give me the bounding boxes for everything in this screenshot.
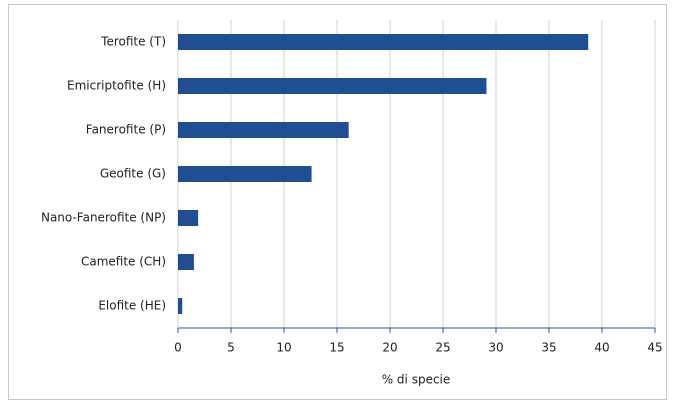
y-tick-label: Terofite (T) [100,35,166,49]
y-tick-label: Elofite (HE) [98,299,166,313]
x-tick-label: 25 [435,341,450,355]
y-tick-label: Fanerofite (P) [86,123,166,137]
y-tick-label: Camefite (CH) [81,255,166,269]
y-tick-label: Geofite (G) [100,167,166,181]
x-tick-label: 0 [174,341,182,355]
x-tick-label: 10 [276,341,291,355]
x-tick-label: 40 [594,341,609,355]
bar [178,210,199,226]
y-tick-label: Nano-Fanerofite (NP) [41,211,166,225]
bar [178,298,183,314]
x-tick-label: 45 [647,341,662,355]
x-tick-label: 30 [488,341,503,355]
bar [178,254,194,270]
x-tick-label: 5 [227,341,235,355]
x-axis-label: % di specie [382,373,451,387]
bar [178,122,349,138]
y-tick-label: Emicriptofite (H) [67,79,166,93]
x-tick-label: 20 [382,341,397,355]
x-tick-label: 15 [329,341,344,355]
x-tick-label: 35 [541,341,556,355]
bar [178,78,487,94]
bar [178,34,589,50]
bar [178,166,312,182]
